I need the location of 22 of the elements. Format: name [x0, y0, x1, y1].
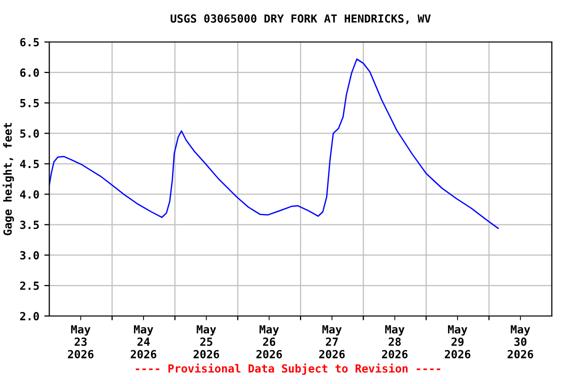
- x-tick-label: May 29 2026: [444, 325, 470, 358]
- y-tick-label: 6.5: [20, 38, 39, 46]
- x-tick-label: May 30 2026: [508, 325, 534, 358]
- y-tick-label: 5.5: [20, 99, 39, 108]
- x-tick-label: May 26 2026: [256, 325, 282, 358]
- x-tick-label: May 27 2026: [319, 325, 345, 358]
- y-tick-label: 5.0: [20, 129, 39, 138]
- y-tick-label: 2.5: [20, 282, 39, 290]
- x-tick-label: May 25 2026: [194, 325, 220, 358]
- y-tick-label: 2.0: [20, 312, 39, 320]
- y-tick-label: 4.5: [20, 160, 39, 168]
- y-tick-label: 4.0: [20, 190, 39, 199]
- line-series: [49, 58, 499, 229]
- y-axis-title: Gage height, feet: [2, 123, 14, 236]
- y-tick-label: 6.0: [20, 68, 39, 77]
- x-tick-label: May 24 2026: [130, 325, 156, 358]
- chart-title: USGS 03065000 DRY FORK AT HENDRICKS, WV: [170, 14, 431, 24]
- x-tick-label: May 23 2026: [68, 325, 94, 358]
- x-tick-label: May 28 2026: [382, 325, 408, 358]
- text: ---- Provisional Data Subject to Revision ----: [136, 363, 440, 375]
- y-tick-label: 3.5: [20, 220, 39, 230]
- y-tick-label: 3.0: [20, 251, 39, 260]
